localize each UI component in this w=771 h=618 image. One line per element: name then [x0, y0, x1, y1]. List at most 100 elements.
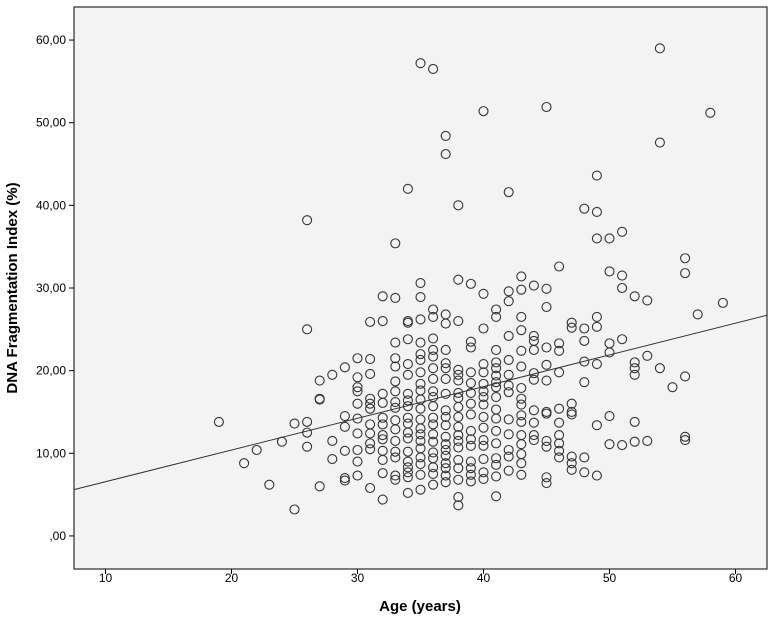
data-point — [289, 504, 300, 515]
data-point — [453, 442, 464, 453]
data-point — [667, 382, 678, 393]
data-point — [654, 137, 665, 148]
data-point — [516, 416, 527, 427]
data-point — [390, 376, 401, 387]
data-point — [440, 405, 451, 416]
data-point — [453, 430, 464, 441]
data-point — [415, 349, 426, 360]
data-point — [528, 280, 539, 291]
data-point — [377, 291, 388, 302]
data-point — [541, 472, 552, 483]
data-point — [516, 458, 527, 469]
data-point — [516, 325, 527, 336]
data-point — [491, 459, 502, 470]
data-point — [528, 430, 539, 441]
data-point — [390, 402, 401, 413]
data-point — [390, 470, 401, 481]
data-point — [377, 434, 388, 445]
data-point — [440, 130, 451, 141]
data-point — [302, 427, 313, 438]
data-point — [365, 403, 376, 414]
data-point — [390, 386, 401, 397]
data-point — [516, 345, 527, 356]
data-point — [365, 393, 376, 404]
data-point — [554, 367, 565, 378]
data-point — [654, 43, 665, 54]
data-point — [465, 336, 476, 347]
data-point — [566, 409, 577, 420]
data-point — [402, 334, 413, 345]
data-point — [302, 215, 313, 226]
data-point — [629, 436, 640, 447]
data-point — [402, 456, 413, 467]
data-point — [591, 206, 602, 218]
data-point — [390, 446, 401, 457]
data-point — [453, 274, 464, 285]
data-point — [465, 476, 476, 487]
data-point — [554, 452, 565, 463]
data-point — [365, 428, 376, 439]
data-point — [516, 399, 527, 410]
data-point — [428, 479, 439, 490]
data-point — [541, 283, 552, 294]
data-point — [453, 463, 464, 474]
data-point — [554, 430, 565, 441]
fit-line — [73, 314, 768, 491]
data-point — [465, 367, 476, 378]
data-point — [402, 427, 413, 438]
data-point — [516, 271, 527, 282]
data-point — [440, 450, 451, 461]
data-point — [428, 386, 439, 397]
data-point — [516, 361, 527, 372]
data-point — [289, 418, 300, 429]
data-point — [478, 378, 489, 389]
data-point — [541, 342, 552, 353]
x-tick-label: 20 — [225, 571, 239, 585]
data-point — [327, 435, 338, 446]
data-point — [541, 441, 552, 452]
data-point — [491, 382, 502, 393]
data-point — [352, 413, 363, 424]
data-point — [453, 401, 464, 413]
data-points — [213, 43, 728, 515]
data-point — [352, 353, 363, 364]
data-point — [390, 397, 401, 408]
data-point — [478, 392, 489, 403]
data-point — [440, 477, 451, 488]
data-point — [415, 458, 426, 470]
data-point — [453, 316, 464, 327]
data-point — [478, 440, 489, 451]
data-point — [402, 412, 413, 423]
data-point — [478, 323, 489, 334]
data-point — [377, 494, 388, 505]
data-point — [440, 344, 451, 356]
data-point — [642, 435, 653, 446]
data-point — [415, 429, 426, 440]
y-tick-label: ,00 — [49, 529, 66, 543]
data-point — [453, 454, 464, 465]
data-point — [503, 380, 514, 391]
data-point — [352, 372, 363, 383]
y-tick-label: 10,00 — [36, 446, 66, 460]
data-point — [402, 487, 413, 499]
data-point — [654, 363, 665, 374]
data-point — [377, 397, 388, 408]
data-point — [478, 367, 489, 378]
data-point — [352, 382, 363, 393]
data-point — [680, 253, 691, 264]
data-point — [402, 395, 413, 406]
data-point — [591, 233, 602, 244]
data-point — [428, 333, 439, 344]
data-point — [390, 435, 401, 446]
data-point — [440, 463, 451, 474]
data-point — [428, 462, 439, 473]
y-tick-label: 50,00 — [36, 116, 66, 130]
data-point — [642, 295, 653, 306]
data-point — [465, 469, 476, 480]
data-point — [440, 458, 451, 469]
data-point — [453, 492, 464, 503]
data-point — [428, 468, 439, 480]
data-point — [453, 387, 464, 399]
data-point — [365, 368, 376, 380]
data-point — [402, 388, 413, 399]
